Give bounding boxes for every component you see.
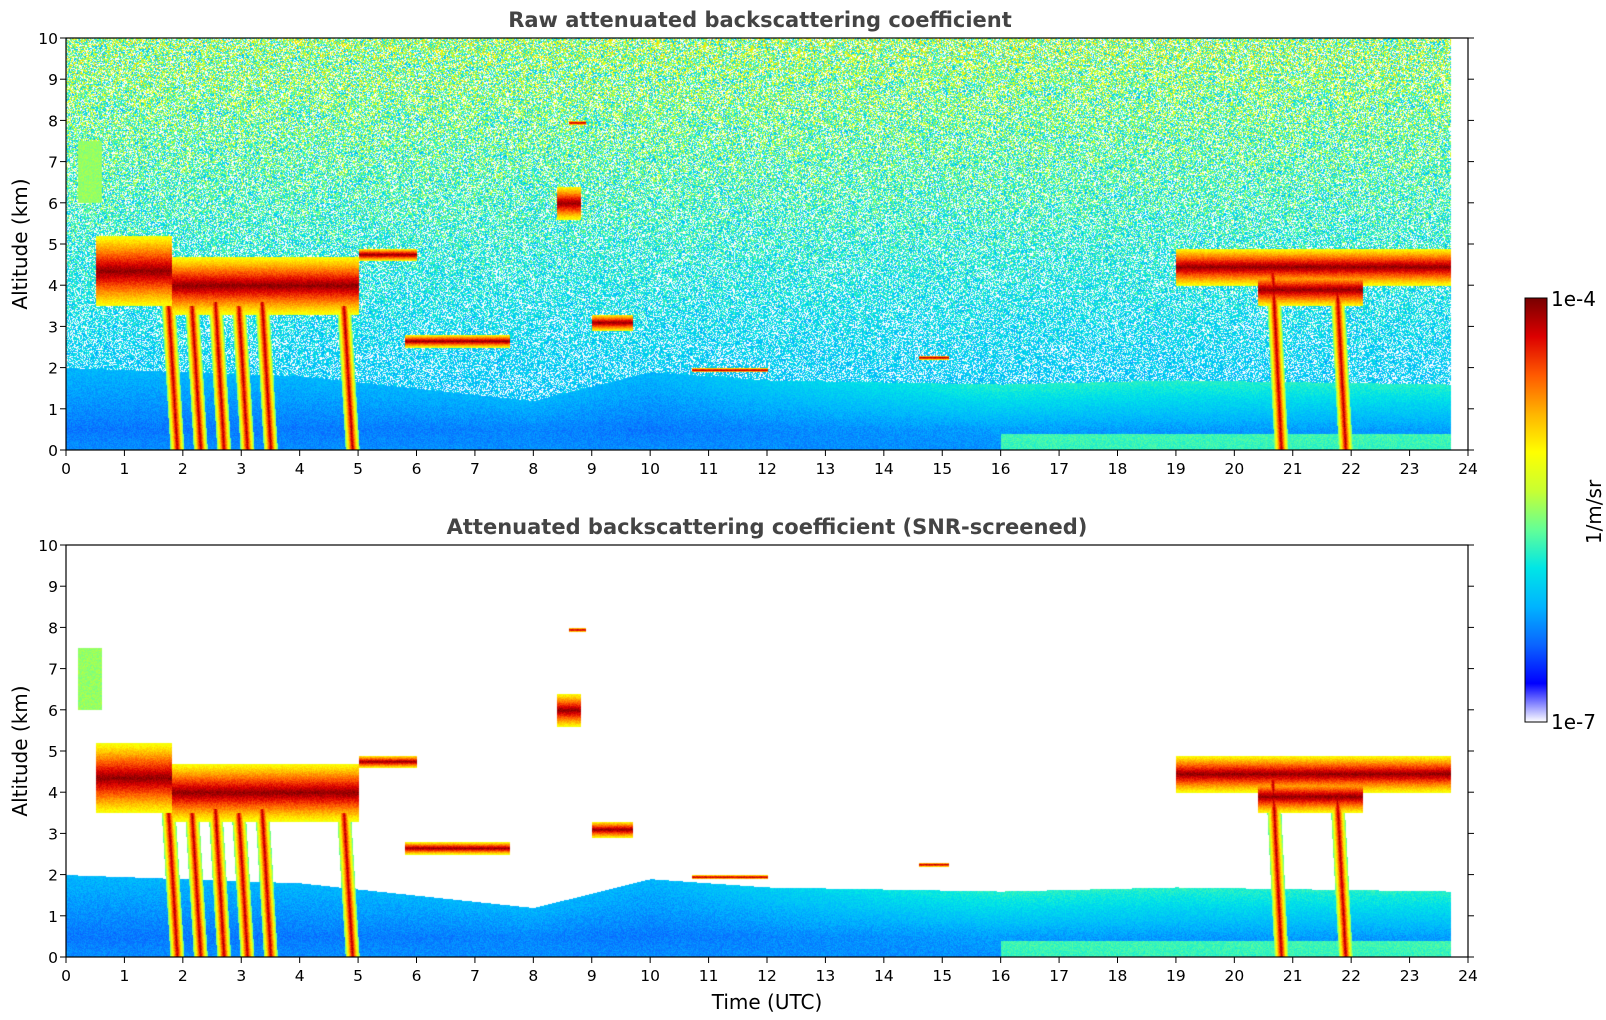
top-panel-plot: 0 1 2 3 4 5 6 7 8 9 10 11 12 13 14 15 16 17 18 19 20 21 22 23 24… xyxy=(8,30,1478,478)
bottom-panel-title: Attenuated backscattering coefficient (S… xyxy=(447,515,1088,539)
top-x-tick-label: 21 xyxy=(1283,460,1303,478)
bottom-y-tick-label: 4 xyxy=(48,784,58,802)
top-y-tick-label: 6 xyxy=(48,195,58,213)
top-y-tick-label: 4 xyxy=(48,277,58,295)
bottom-x-tick-label: 21 xyxy=(1283,967,1303,985)
top-x-tick-label: 22 xyxy=(1341,460,1361,478)
top-x-tick-label: 9 xyxy=(587,460,597,478)
top-x-tick-label: 1 xyxy=(119,460,129,478)
bottom-x-tick-label: 1 xyxy=(119,967,129,985)
colorbar-unit-label: 1/m/sr xyxy=(1582,479,1606,544)
top-x-tick-label: 24 xyxy=(1458,460,1478,478)
bottom-x-tick-label: 13 xyxy=(816,967,836,985)
bottom-x-tick-label: 16 xyxy=(991,967,1011,985)
bottom-x-tick-label: 2 xyxy=(178,967,188,985)
x-axis-label: Time (UTC) xyxy=(711,990,823,1014)
top-x-tick-label: 8 xyxy=(528,460,538,478)
bottom-x-tick-label: 6 xyxy=(412,967,422,985)
bottom-y-tick-label: 6 xyxy=(48,702,58,720)
top-y-tick-label: 7 xyxy=(48,154,58,172)
bottom-x-tick-label: 8 xyxy=(528,967,538,985)
bottom-y-tick-label: 5 xyxy=(48,743,58,761)
top-x-tick-label: 20 xyxy=(1224,460,1244,478)
bottom-y-tick-label: 8 xyxy=(48,619,58,637)
bottom-x-tick-label: 22 xyxy=(1341,967,1361,985)
top-y-tick-label: 2 xyxy=(48,360,58,378)
top-x-tick-label: 3 xyxy=(236,460,246,478)
bottom-x-tick-label: 19 xyxy=(1166,967,1186,985)
top-x-tick-label: 12 xyxy=(757,460,777,478)
bottom-x-tick-label: 3 xyxy=(236,967,246,985)
bottom-x-tick-label: 10 xyxy=(640,967,660,985)
top-x-tick-label: 14 xyxy=(874,460,894,478)
bottom-x-tick-label: 11 xyxy=(699,967,719,985)
bottom-x-tick-label: 0 xyxy=(61,967,71,985)
top-x-tick-label: 13 xyxy=(816,460,836,478)
bottom-y-axis-label: Altitude (km) xyxy=(8,685,32,816)
top-panel-title: Raw attenuated backscattering coefficien… xyxy=(508,8,1012,32)
bottom-panel-plot: 0 1 2 3 4 5 6 7 8 9 10 11 12 13 14 15 16 17 18 19 20 21 22 23 24… xyxy=(8,537,1478,1014)
bottom-y-tick-label: 1 xyxy=(48,908,58,926)
bottom-x-tick-label: 5 xyxy=(353,967,363,985)
top-y-tick-label: 9 xyxy=(48,71,58,89)
bottom-x-tick-label: 24 xyxy=(1458,967,1478,985)
top-x-tick-label: 0 xyxy=(61,460,71,478)
bottom-x-tick-label: 14 xyxy=(874,967,894,985)
top-y-tick-label: 3 xyxy=(48,318,58,336)
top-y-tick-label: 10 xyxy=(38,30,58,48)
colorbar-gradient xyxy=(1524,297,1548,723)
top-y-ticks: 0 1 2 3 4 5 6 7 8 9 10 xyxy=(38,30,1474,460)
top-y-axis-label: Altitude (km) xyxy=(8,178,32,309)
bottom-y-tick-label: 9 xyxy=(48,578,58,596)
bottom-x-tick-label: 15 xyxy=(932,967,952,985)
colorbar-max-label: 1e-4 xyxy=(1551,287,1596,311)
bottom-x-ticks: 0 1 2 3 4 5 6 7 8 9 10 11 12 13 14 15 16 17 18 19 20 21 22 23 24 xyxy=(61,957,1478,985)
colorbar-min-label: 1e-7 xyxy=(1551,710,1596,734)
top-x-ticks: 0 1 2 3 4 5 6 7 8 9 10 11 12 13 14 15 16 17 18 19 20 21 22 23 24 xyxy=(61,450,1478,478)
bottom-y-tick-label: 2 xyxy=(48,867,58,885)
top-y-tick-label: 8 xyxy=(48,112,58,130)
bottom-x-tick-label: 7 xyxy=(470,967,480,985)
top-y-tick-label: 1 xyxy=(48,401,58,419)
top-x-tick-label: 23 xyxy=(1400,460,1420,478)
top-x-tick-label: 6 xyxy=(412,460,422,478)
top-x-tick-label: 15 xyxy=(932,460,952,478)
top-heatmap xyxy=(66,38,1468,450)
top-y-tick-label: 0 xyxy=(48,442,58,460)
top-x-tick-label: 5 xyxy=(353,460,363,478)
bottom-x-tick-label: 18 xyxy=(1108,967,1128,985)
bottom-y-tick-label: 10 xyxy=(38,537,58,555)
top-x-tick-label: 19 xyxy=(1166,460,1186,478)
colorbar: 1e-4 1e-7 1/m/sr xyxy=(1524,287,1606,734)
bottom-x-tick-label: 12 xyxy=(757,967,777,985)
bottom-y-tick-label: 3 xyxy=(48,825,58,843)
bottom-x-tick-label: 17 xyxy=(1049,967,1069,985)
top-x-tick-label: 4 xyxy=(295,460,305,478)
top-x-tick-label: 18 xyxy=(1108,460,1128,478)
top-y-tick-label: 5 xyxy=(48,236,58,254)
bottom-x-tick-label: 9 xyxy=(587,967,597,985)
top-x-tick-label: 16 xyxy=(991,460,1011,478)
top-heatmap-container xyxy=(66,38,1468,450)
top-x-tick-label: 2 xyxy=(178,460,188,478)
bottom-x-tick-label: 23 xyxy=(1400,967,1420,985)
bottom-y-tick-label: 7 xyxy=(48,661,58,679)
bottom-heatmap xyxy=(66,545,1468,957)
bottom-x-tick-label: 20 xyxy=(1224,967,1244,985)
bottom-x-tick-label: 4 xyxy=(295,967,305,985)
top-x-tick-label: 11 xyxy=(699,460,719,478)
top-x-tick-label: 17 xyxy=(1049,460,1069,478)
bottom-y-ticks: 0 1 2 3 4 5 6 7 8 9 10 xyxy=(38,537,1474,967)
top-x-tick-label: 10 xyxy=(640,460,660,478)
bottom-y-tick-label: 0 xyxy=(48,949,58,967)
top-x-tick-label: 7 xyxy=(470,460,480,478)
bottom-heatmap-container xyxy=(66,545,1468,957)
